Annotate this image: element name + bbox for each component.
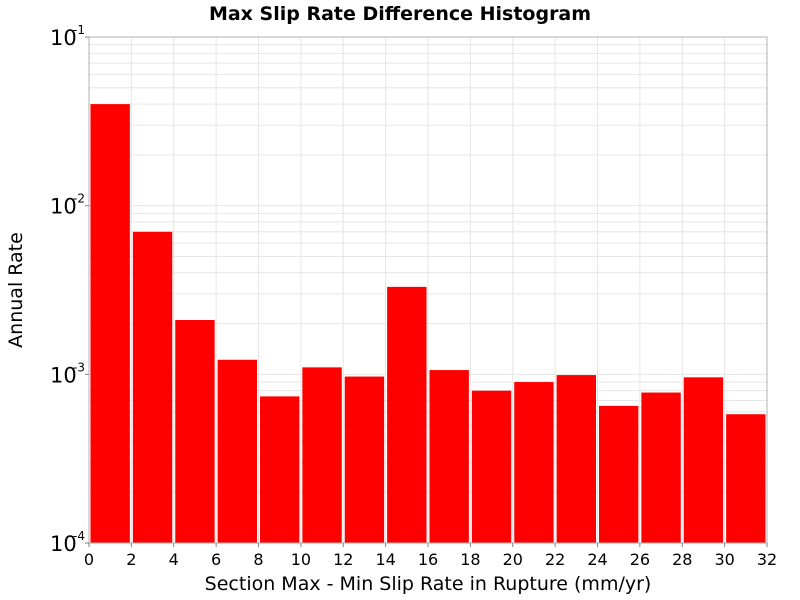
histogram-bar-4 bbox=[260, 396, 300, 543]
histogram-bar-5 bbox=[302, 367, 342, 543]
histogram-bar-13 bbox=[641, 392, 681, 543]
x-tick-label: 32 bbox=[757, 550, 777, 569]
histogram-bar-9 bbox=[471, 390, 512, 543]
x-tick-label: 2 bbox=[126, 550, 136, 569]
y-tick-label: 10 bbox=[50, 363, 77, 387]
y-tick-exponent: -4 bbox=[73, 529, 85, 543]
x-tick-label: 22 bbox=[545, 550, 565, 569]
histogram-bar-10 bbox=[514, 382, 554, 543]
histogram-bar-2 bbox=[175, 319, 215, 543]
x-axis-ticks: 0 2 4 6 8 10 12 14 16 18 20 22 24 26 28 30 32 bbox=[84, 543, 777, 569]
y-tick-label: 10 bbox=[50, 26, 77, 50]
y-tick-exponent: -1 bbox=[73, 23, 85, 37]
y-axis-label: Annual Rate bbox=[5, 232, 27, 348]
histogram-bar-0 bbox=[90, 104, 130, 544]
x-tick-label: 30 bbox=[714, 550, 734, 569]
x-tick-label: 20 bbox=[503, 550, 523, 569]
histogram-bar-12 bbox=[599, 405, 639, 543]
histogram-bar-6 bbox=[344, 376, 385, 543]
y-axis-ticks: 10-410-310-210-1 bbox=[50, 23, 89, 556]
x-tick-label: 26 bbox=[630, 550, 650, 569]
histogram-bar-1 bbox=[132, 231, 173, 543]
y-tick-exponent: -2 bbox=[73, 192, 85, 206]
bars-group bbox=[90, 104, 766, 544]
histogram-bar-8 bbox=[429, 370, 469, 543]
x-tick-label: 10 bbox=[291, 550, 311, 569]
chart-title: Max Slip Rate Difference Histogram bbox=[209, 3, 591, 25]
x-tick-label: 24 bbox=[587, 550, 607, 569]
histogram-bar-15 bbox=[726, 414, 766, 543]
histogram-bar-7 bbox=[387, 286, 427, 543]
x-tick-label: 14 bbox=[375, 550, 395, 569]
x-tick-label: 0 bbox=[84, 550, 94, 569]
y-tick-label: 10 bbox=[50, 532, 77, 556]
x-tick-label: 8 bbox=[253, 550, 263, 569]
y-tick-label: 10 bbox=[50, 195, 77, 219]
y-tick-exponent: -3 bbox=[73, 360, 85, 374]
histogram-bar-11 bbox=[556, 375, 596, 543]
histogram-bar-3 bbox=[217, 359, 257, 543]
x-tick-label: 18 bbox=[460, 550, 480, 569]
x-tick-label: 16 bbox=[418, 550, 438, 569]
x-tick-label: 12 bbox=[333, 550, 353, 569]
x-tick-label: 4 bbox=[169, 550, 179, 569]
x-axis-label: Section Max - Min Slip Rate in Rupture (… bbox=[205, 573, 652, 595]
x-tick-label: 28 bbox=[672, 550, 692, 569]
x-tick-label: 6 bbox=[211, 550, 221, 569]
histogram-bar-14 bbox=[683, 377, 724, 543]
